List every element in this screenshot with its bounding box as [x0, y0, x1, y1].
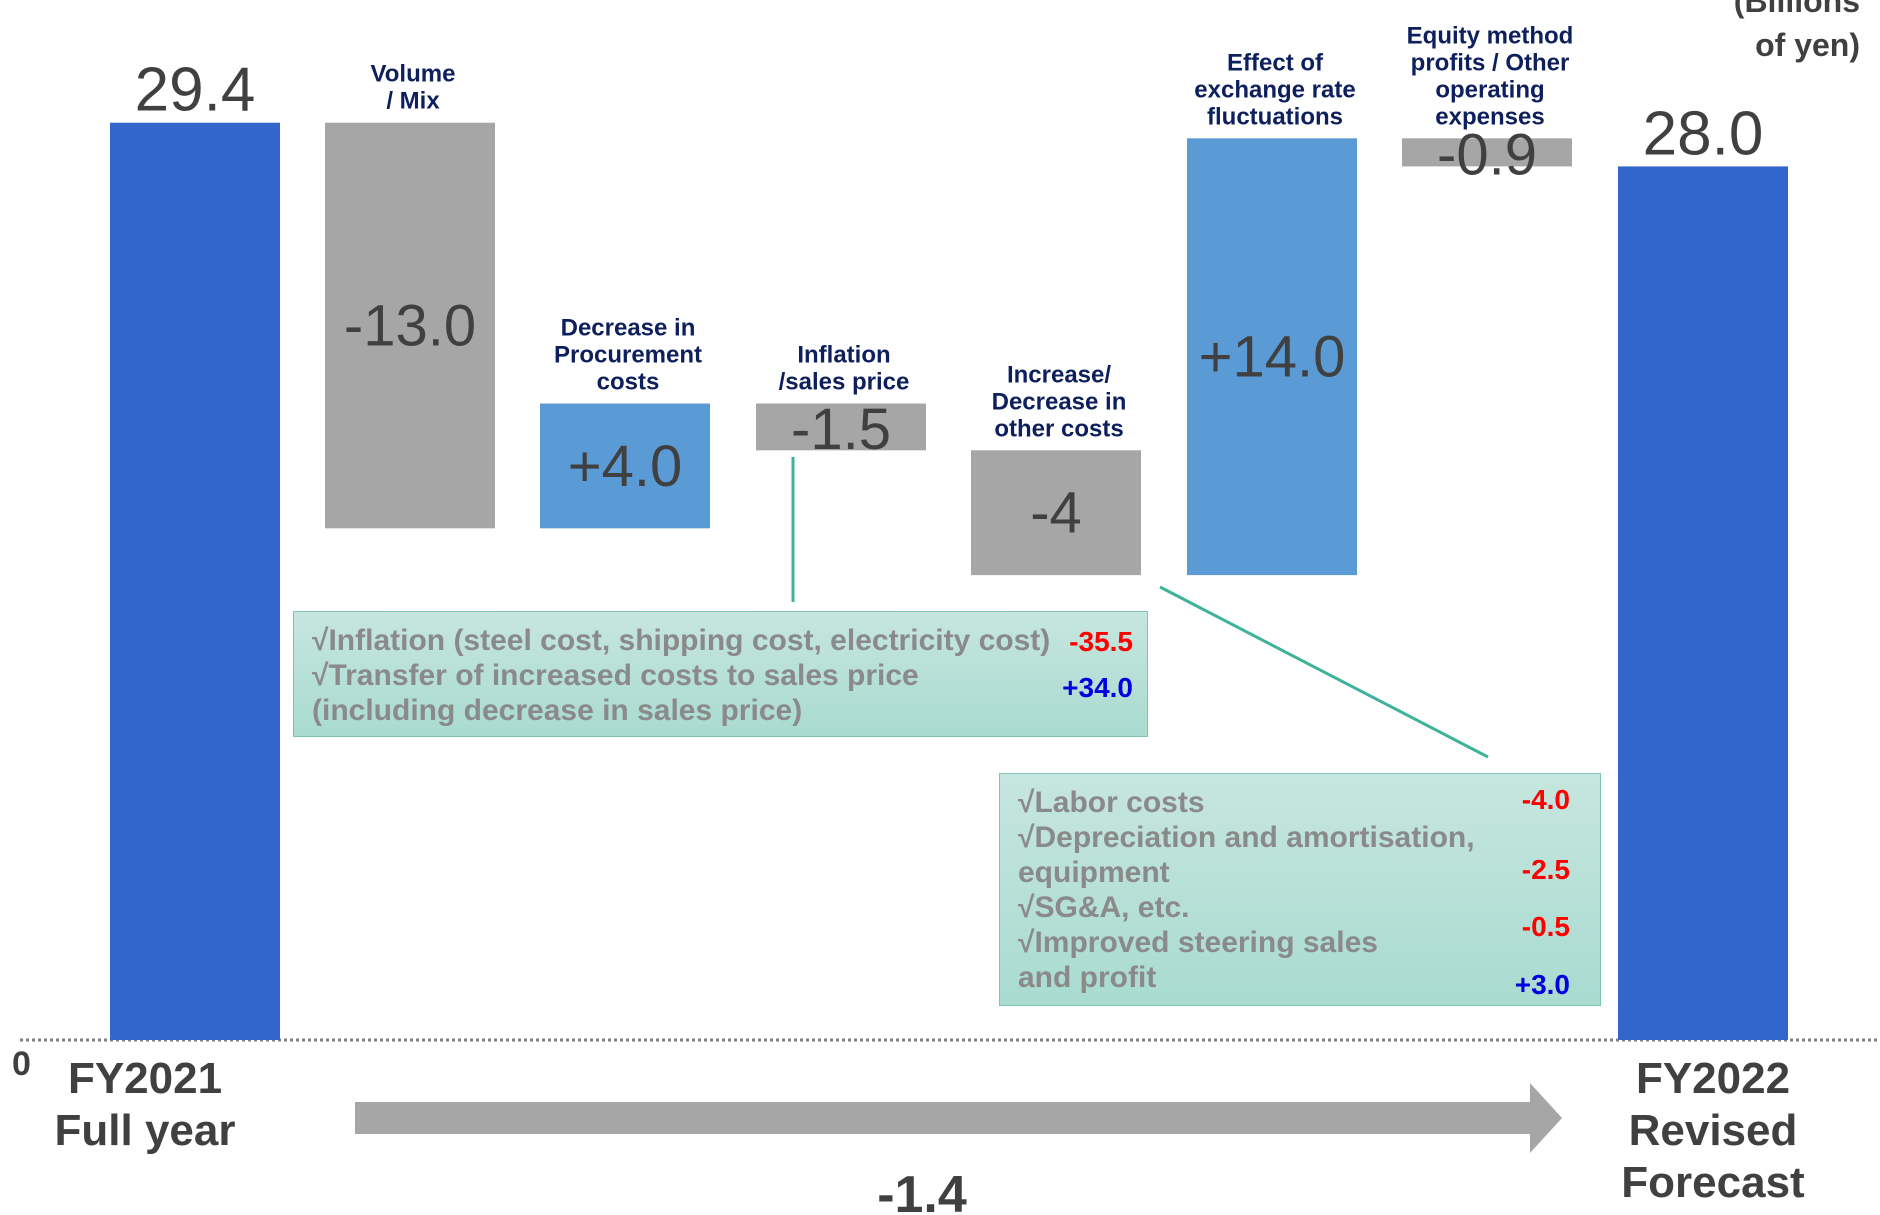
net-change-arrow [355, 1083, 1562, 1153]
bar-value-label: -0.9 [1437, 122, 1537, 187]
bar-2 [325, 122, 495, 529]
category-label: fluctuations [1207, 103, 1343, 130]
unit-label-line1: (Billions [1734, 0, 1860, 19]
category-label: other costs [994, 415, 1123, 442]
inflation-note-line: √Inflation (steel cost, shipping cost, e… [312, 624, 1051, 657]
other-costs-note-line: √SG&A, etc. [1018, 891, 1190, 924]
bar-3 [540, 403, 710, 529]
callout-line-other-costs [1159, 585, 1489, 759]
bar-value-label: -4 [1030, 481, 1082, 546]
bar-6 [1187, 138, 1357, 576]
category-label: FY2022 [1636, 1054, 1790, 1103]
other-costs-note-line: √Depreciation and amortisation, [1018, 821, 1475, 854]
net-change-label: -1.4 [877, 1166, 967, 1215]
category-label: Procurement [554, 342, 702, 369]
other-costs-note-line: and profit [1018, 961, 1157, 994]
other-costs-note-value: -0.5 [1521, 911, 1570, 942]
inflation-annotation-box: √Inflation (steel cost, shipping cost, e… [293, 611, 1148, 737]
inflation-note-line: (including decrease in sales price) [312, 694, 803, 727]
category-label: Inflation [797, 342, 890, 369]
unit-label-line2: of yen) [1755, 27, 1860, 63]
other-costs-note-line: √Labor costs [1018, 786, 1205, 819]
category-label: Volume [371, 61, 456, 88]
bar-value-label: -13.0 [344, 294, 476, 359]
category-label: Forecast [1621, 1158, 1805, 1207]
category-label: Revised [1629, 1106, 1798, 1155]
category-label: /sales price [779, 369, 910, 396]
category-label: Decrease in [992, 388, 1127, 415]
bar-value-label: +14.0 [1199, 325, 1346, 390]
other-costs-note-value: -4.0 [1521, 784, 1570, 815]
bar-value-label: +4.0 [568, 434, 683, 499]
bar-5 [971, 450, 1141, 576]
category-label: exchange rate [1194, 76, 1355, 103]
other-costs-note-value: +3.0 [1514, 969, 1570, 1000]
inflation-note-value: -35.5 [1069, 626, 1133, 657]
inflation-note-line: √Transfer of increased costs to sales pr… [312, 659, 919, 692]
category-label: Full year [55, 1106, 236, 1155]
category-label: FY2021 [68, 1054, 222, 1103]
other-costs-note-line: equipment [1018, 856, 1170, 889]
other-costs-annotation-box: √Labor costs √Depreciation and amortisat… [999, 773, 1601, 1006]
category-label: Effect of [1227, 49, 1324, 76]
bar-value-label: 28.0 [1643, 99, 1764, 168]
category-label: Increase/ [1007, 361, 1111, 388]
category-label: costs [597, 369, 660, 396]
category-label: expenses [1435, 103, 1544, 130]
category-label: Decrease in [561, 315, 696, 342]
bar-value-label: 29.4 [135, 56, 256, 125]
other-costs-note-line: √Improved steering sales [1018, 926, 1378, 959]
bar-1 [110, 122, 280, 1041]
bar-7 [1402, 138, 1572, 167]
bar-value-label: -1.5 [791, 397, 891, 462]
category-label: operating [1435, 76, 1544, 103]
bar-4 [756, 403, 926, 451]
category-label: Equity method [1407, 22, 1574, 49]
inflation-note-value: +34.0 [1062, 672, 1133, 703]
category-label: / Mix [386, 88, 440, 115]
bar-8 [1618, 166, 1788, 1040]
other-costs-note-value: -2.5 [1521, 854, 1570, 885]
zero-label: 0 [12, 1045, 31, 1083]
category-label: profits / Other [1411, 49, 1570, 76]
